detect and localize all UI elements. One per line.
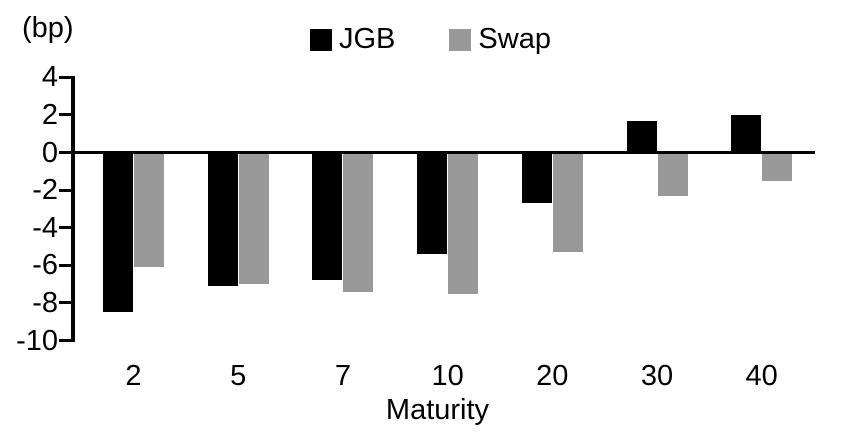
y-tick-mark (59, 75, 71, 79)
y-tick-mark (59, 339, 71, 342)
legend: JGB Swap (310, 23, 551, 56)
legend-swatch-swap-icon (449, 28, 472, 51)
x-axis-title: Maturity (385, 394, 490, 426)
bar-swap-7 (343, 152, 374, 292)
legend-swatch-jgb-icon (310, 28, 332, 51)
x-axis-zero-line (75, 151, 815, 154)
y-tick-label: -2 (32, 174, 58, 207)
x-tick-label: 10 (431, 360, 464, 392)
y-tick-label: -4 (32, 211, 58, 244)
y-tick-label: 0 (41, 136, 58, 169)
legend-item-jgb: JGB (310, 23, 395, 56)
bar-swap-2 (134, 152, 164, 268)
bar-jgb-7 (312, 152, 343, 281)
y-tick-label: -8 (32, 286, 58, 319)
bar-jgb-40 (731, 114, 762, 153)
y-tick-label: 2 (41, 98, 58, 131)
y-tick-label: 4 (41, 61, 58, 94)
y-tick-mark (59, 263, 71, 267)
bar-swap-30 (657, 152, 688, 196)
x-tick-label: 20 (536, 360, 569, 392)
x-tick-label: 2 (125, 360, 142, 392)
bar-jgb-30 (626, 120, 657, 153)
y-tick-mark (59, 188, 71, 192)
x-tick-label: 5 (230, 360, 247, 392)
bar-jgb-10 (417, 152, 448, 255)
x-tick-label: 7 (334, 360, 351, 392)
y-axis-unit-label: (bp) (22, 12, 74, 44)
y-tick-mark (59, 113, 71, 117)
bar-swap-40 (762, 152, 793, 181)
y-tick-mark (59, 151, 71, 154)
legend-item-swap: Swap (449, 23, 551, 56)
y-axis-line (71, 75, 75, 342)
bar-jgb-20 (521, 152, 552, 204)
x-tick-label: 30 (640, 360, 674, 392)
bar-swap-5 (238, 152, 269, 285)
bar-swap-10 (448, 152, 479, 294)
y-tick-mark (59, 226, 71, 230)
bar-jgb-2 (103, 152, 133, 313)
bar-jgb-5 (207, 152, 238, 286)
bar-swap-20 (552, 152, 583, 253)
x-tick-label: 40 (745, 360, 778, 392)
y-tick-label: -10 (16, 324, 58, 357)
legend-label-jgb: JGB (339, 23, 396, 55)
y-tick-label: -6 (32, 249, 58, 282)
legend-label-swap: Swap (478, 23, 551, 55)
y-tick-mark (59, 301, 71, 305)
